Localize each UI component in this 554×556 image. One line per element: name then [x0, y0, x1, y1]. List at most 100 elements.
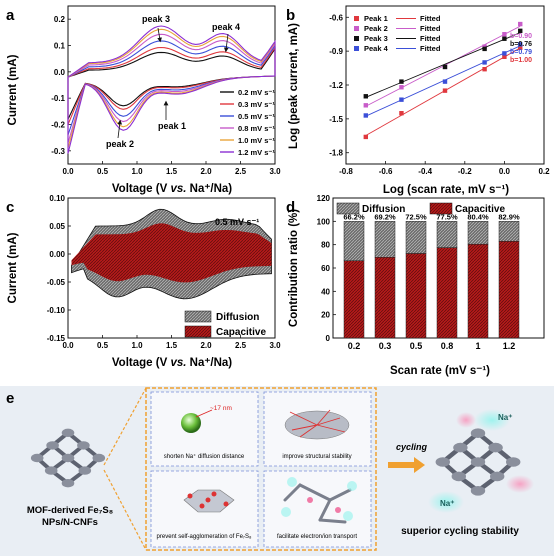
fiber-node — [490, 471, 505, 482]
panel-c-legend-capacitive: Capacitive — [216, 327, 266, 338]
peak-4-label: peak 4 — [212, 22, 240, 32]
particle-dot — [199, 503, 205, 509]
panel-a-ticks: 0.0 0.5 1.0 1.5 2.0 2.5 3.0 -0.3 -0.2 -0.1 0.0 0.1 0… — [51, 15, 281, 176]
y-tick-label: -1.2 — [329, 81, 343, 90]
pink-glow-top — [456, 412, 476, 428]
particle-dot — [205, 497, 211, 503]
ion-glow — [343, 511, 353, 521]
diffusion-bar — [467, 221, 489, 245]
fiber-node — [61, 453, 75, 463]
mechanism-frame — [145, 387, 377, 551]
diffusion-bar — [405, 221, 427, 254]
y-tick-label: 40 — [321, 287, 330, 296]
y-tick-label: -0.3 — [51, 147, 65, 156]
panel-b: b -0.8 -0.6 -0.4 -0.2 0.0 0.2 -1.8 -1.5 -1.2 -0.9… — [286, 5, 550, 196]
legend-name: Peak 3 — [364, 34, 388, 43]
panel-d-letter: d — [286, 199, 295, 216]
panel-c: c 0.0 0.5 1.0 1.5 2.0 2.5 3.0-0.15-0.10-0.050.… — [6, 194, 281, 369]
peak-1-label: peak 1 — [158, 121, 186, 131]
fiber-node — [470, 457, 486, 467]
legend-label: 1.2 mV s⁻¹ — [238, 148, 275, 157]
data-point — [399, 111, 404, 116]
x-tick-label: -0.6 — [379, 167, 393, 176]
y-tick-label: -0.15 — [47, 334, 66, 343]
right-nanofiber-network — [435, 428, 521, 496]
panel-d-xlabel: Scan rate (mV s⁻¹) — [390, 365, 490, 377]
legend-fit-label: Fitted — [420, 14, 441, 23]
fiber-node — [435, 457, 450, 467]
fiber-node — [61, 428, 75, 437]
mini-fiber — [318, 518, 347, 524]
y-tick-label: 0.2 — [54, 15, 66, 24]
panel-d-bars: 66.2% 0.2 69.2% 0.3 72.5% 0.5 77.5% 0.8 80.4% 1 82… — [343, 212, 520, 351]
data-point — [442, 88, 448, 93]
legend-name: Peak 2 — [364, 24, 388, 33]
fiber-node — [77, 441, 90, 450]
size-indicator-line — [195, 409, 213, 418]
fiber-node — [470, 486, 486, 496]
category-label: 1 — [475, 341, 480, 351]
panel-c-legend-diffusion-swatch — [184, 310, 212, 323]
y-tick-label: 80 — [321, 241, 330, 250]
panel-a-legend: 0.2 mV s⁻¹ 0.3 mV s⁻¹ 0.5 mV s⁻¹ 0.8 mV s⁻¹… — [220, 88, 275, 157]
box3-dots — [187, 491, 229, 509]
y-tick-label: -1.5 — [329, 115, 343, 124]
data-point — [502, 32, 507, 37]
y-tick-label: -1.8 — [329, 149, 343, 158]
capacitive-bar — [343, 260, 365, 339]
data-point — [502, 54, 507, 59]
legend-marker — [354, 26, 359, 31]
y-tick-label: 0.00 — [49, 250, 65, 259]
legend-name: Peak 1 — [364, 14, 388, 23]
legend-marker — [354, 16, 359, 21]
panel-b-ylabel: Log (peak current, mA) — [288, 23, 300, 149]
cv-curve — [67, 25, 276, 154]
legend-fit-label: Fitted — [420, 44, 441, 53]
particle-dot — [187, 493, 193, 499]
data-point — [482, 44, 487, 49]
y-tick-label: 0.05 — [49, 222, 65, 231]
y-tick-label: 100 — [317, 217, 331, 226]
peak-3-arrow — [157, 27, 162, 43]
panel-c-rate-label: 0.5 mV s⁻¹ — [215, 217, 259, 227]
b-value-label: b=0.76 — [510, 41, 532, 48]
data-point — [442, 79, 448, 84]
x-tick-label: 2.0 — [200, 341, 212, 350]
fiber-node — [78, 466, 92, 475]
panel-c-xlabel: Voltage (V vs. Na⁺/Na) — [112, 357, 232, 369]
x-tick-label: 2.5 — [235, 341, 247, 350]
x-tick-label: 3.0 — [269, 167, 281, 176]
bar-value-label: 82.9% — [498, 212, 520, 221]
y-tick-label: 120 — [317, 194, 331, 203]
x-tick-label: 0.0 — [62, 341, 74, 350]
x-tick-label: 0.0 — [62, 167, 74, 176]
y-tick-label: 0 — [326, 334, 331, 343]
panel-d-legend-diffusion-swatch — [336, 202, 360, 215]
category-label: 0.3 — [379, 341, 392, 351]
x-tick-label: 0.2 — [538, 167, 550, 176]
panel-c-letter: c — [6, 199, 14, 216]
particle-dot — [211, 491, 217, 497]
diffusion-bar — [374, 221, 396, 258]
y-tick-label: 60 — [321, 264, 330, 273]
panel-a-curves — [67, 25, 276, 154]
data-point — [518, 42, 523, 47]
x-tick-label: 1.0 — [131, 167, 143, 176]
na-glow-bottom — [428, 491, 464, 513]
legend-marker — [354, 36, 359, 41]
electron-dot — [307, 497, 313, 503]
stress-arrow — [291, 424, 318, 431]
data-point — [399, 97, 404, 102]
data-point — [518, 45, 523, 50]
legend-name: Peak 4 — [364, 44, 389, 53]
peak-4-arrow — [223, 33, 229, 53]
capacitive-bar — [467, 243, 489, 339]
peak-2-arrow — [117, 119, 123, 139]
data-point — [502, 36, 507, 41]
box2-text: improve structural stability — [282, 454, 351, 460]
fiber-node — [470, 428, 486, 439]
panel-d-legend-capacitive-swatch — [429, 202, 453, 215]
cycling-arrow-icon — [388, 457, 425, 473]
na-glow-top — [474, 409, 510, 431]
fiber-node — [506, 457, 521, 467]
